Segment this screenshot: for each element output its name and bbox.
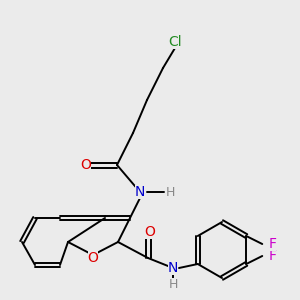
Text: F: F (268, 237, 276, 251)
Text: N: N (168, 261, 178, 275)
Text: F: F (268, 249, 276, 263)
Text: H: H (168, 278, 178, 290)
Text: N: N (135, 185, 145, 199)
Text: Cl: Cl (168, 35, 182, 49)
Text: O: O (81, 158, 92, 172)
Text: H: H (165, 185, 175, 199)
Text: O: O (145, 225, 155, 239)
Text: O: O (88, 251, 98, 265)
